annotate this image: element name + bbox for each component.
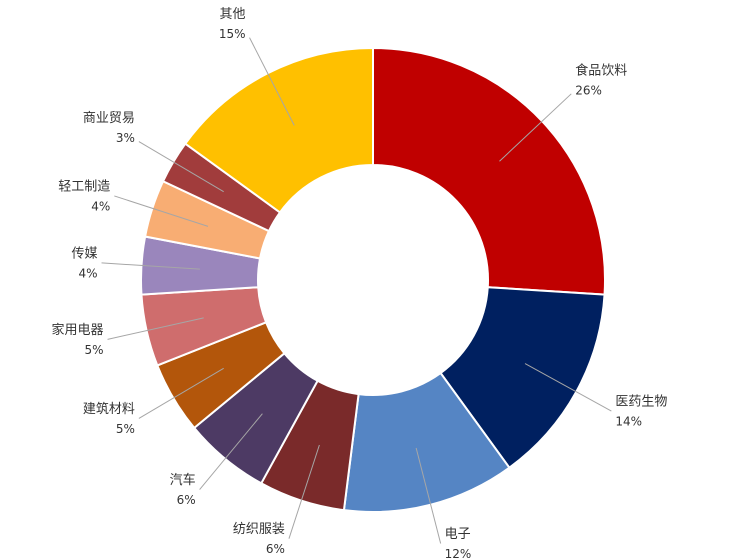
slice-label: 商业贸易: [83, 111, 135, 126]
value-label: 15%: [219, 27, 246, 41]
leader-line: [249, 37, 295, 126]
slice-label: 其他: [219, 7, 245, 22]
leader-line: [114, 195, 209, 227]
slice-label: 食品饮料: [575, 62, 627, 78]
slice-label: 传媒: [72, 246, 98, 261]
value-label: 26%: [575, 83, 602, 97]
leader-line: [415, 447, 442, 544]
slice: [372, 46, 606, 296]
leader-line: [138, 367, 224, 419]
value-label: 4%: [91, 199, 110, 213]
value-label: 6%: [266, 542, 285, 556]
slice-label: 建筑材料: [83, 401, 135, 417]
leader-line: [499, 93, 572, 162]
value-label: 6%: [177, 493, 196, 507]
slice: [439, 286, 606, 470]
leader-line: [524, 363, 612, 412]
leader-line: [199, 413, 263, 490]
leader-line: [101, 262, 200, 270]
leader-line: [138, 141, 224, 193]
slice-label: 汽车: [170, 472, 196, 488]
slice-label: 家用电器: [52, 322, 104, 338]
value-label: 5%: [116, 422, 135, 436]
slice-label: 轻工制造: [58, 179, 110, 194]
slice-label: 医药生物: [615, 395, 667, 410]
leader-line: [288, 444, 320, 539]
slice: [183, 46, 374, 214]
value-label: 3%: [116, 131, 135, 145]
value-label: 4%: [78, 266, 97, 280]
value-label: 5%: [85, 343, 104, 357]
value-label: 14%: [615, 415, 642, 429]
slice-label: 纺织服装: [233, 522, 285, 537]
value-label: 12%: [445, 547, 472, 560]
leader-line: [107, 317, 204, 340]
slice-label: 电子: [445, 527, 471, 542]
